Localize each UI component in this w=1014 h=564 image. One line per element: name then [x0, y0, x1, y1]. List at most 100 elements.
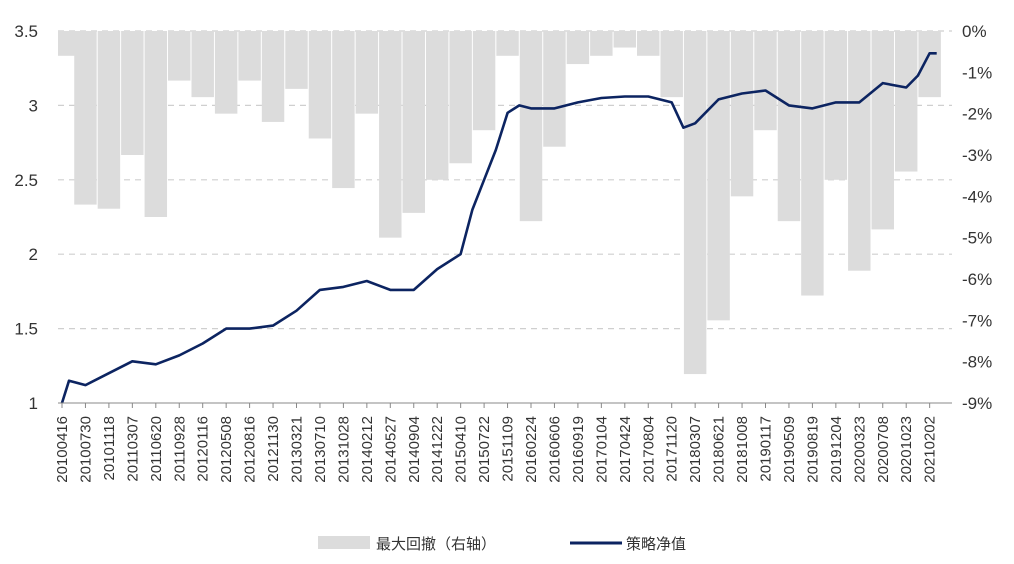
right-tick-label-6: -6% — [962, 270, 992, 289]
x-tick-label-25: 20170804 — [640, 416, 657, 483]
drawdown-bar-22 — [566, 31, 590, 65]
right-tick-label-1: -1% — [962, 63, 992, 82]
drawdown-bar-16 — [425, 31, 449, 180]
drawdown-bar-28 — [707, 31, 730, 321]
right-tick-label-8: -8% — [962, 353, 992, 372]
left-y-axis: 1 1.5 2 2.5 3 3.5 — [14, 22, 38, 413]
drawdown-bar-4 — [144, 31, 168, 217]
left-tick-label-3: 2.5 — [14, 171, 38, 190]
drawdown-bar-9 — [261, 31, 285, 122]
drawdown-bar-8 — [238, 31, 261, 81]
x-tick-label-17: 20150410 — [453, 416, 470, 483]
legend-swatch-drawdown — [318, 536, 370, 549]
right-tick-label-5: -5% — [962, 229, 992, 248]
x-tick-label-9: 20121130 — [265, 416, 282, 482]
x-tick-label-30: 20190117 — [758, 416, 775, 482]
drawdown-bar-19 — [496, 31, 519, 56]
x-tick-label-27: 20180307 — [687, 416, 704, 483]
x-tick-label-14: 20140527 — [382, 416, 399, 483]
x-tick-label-22: 20160919 — [570, 416, 587, 483]
nav-series-line — [60, 52, 937, 404]
drawdown-bar-32 — [801, 31, 824, 296]
left-tick-label-2: 2 — [29, 245, 38, 264]
x-tick-label-23: 20170104 — [593, 416, 610, 483]
x-tick-label-33: 20191204 — [828, 416, 845, 483]
legend-label-nav: 策略净值 — [626, 535, 686, 553]
x-tick-label-24: 20170424 — [617, 416, 634, 483]
left-tick-label-0: 1 — [29, 394, 38, 413]
drawdown-bar-2 — [97, 31, 121, 209]
x-tick-label-0: 20100416 — [54, 416, 71, 483]
drawdown-bar-25 — [637, 31, 660, 56]
left-tick-label-1: 1.5 — [14, 320, 38, 339]
drawdown-bar-37 — [918, 31, 941, 98]
x-tick-label-7: 20120508 — [218, 416, 235, 483]
drawdown-bar-3 — [121, 31, 144, 155]
x-tick-label-13: 20140212 — [359, 416, 376, 483]
x-tick-label-10: 20130321 — [289, 416, 306, 483]
drawdown-bar-6 — [191, 31, 214, 98]
drawdown-bar-14 — [379, 31, 402, 238]
drawdown-bar-10 — [285, 31, 308, 89]
drawdown-bar-21 — [543, 31, 566, 147]
drawdown-bar-30 — [754, 31, 777, 131]
x-tick-label-15: 20140904 — [406, 416, 423, 483]
x-tick-label-28: 20180621 — [711, 416, 728, 483]
legend: 最大回撤（右轴） 策略净值 — [318, 535, 686, 553]
x-tick-label-29: 20181008 — [734, 416, 751, 483]
drawdown-bar-18 — [472, 31, 496, 131]
x-tick-label-11: 20130710 — [312, 416, 329, 483]
drawdown-bar-5 — [168, 31, 191, 81]
drawdown-bar-29 — [730, 31, 754, 197]
x-tick-label-19: 20151109 — [500, 416, 517, 482]
drawdown-bar-33 — [824, 31, 848, 180]
x-tick-label-8: 20120816 — [242, 416, 259, 483]
drawdown-bar-26 — [660, 31, 683, 98]
x-tick-label-4: 20110620 — [148, 416, 165, 482]
drawdown-bar-27 — [683, 31, 707, 375]
right-tick-label-7: -7% — [962, 311, 992, 330]
right-tick-label-3: -3% — [962, 146, 992, 165]
x-tick-label-21: 20160606 — [547, 416, 564, 483]
drawdown-area-layer — [58, 31, 941, 375]
drawdown-bar-20 — [519, 31, 543, 222]
x-tick-label-34: 20200323 — [851, 416, 868, 483]
drawdown-bar-24 — [613, 31, 637, 48]
x-tick-label-1: 20100730 — [78, 416, 95, 483]
left-tick-label-4: 3 — [29, 96, 38, 115]
drawdown-bar-34 — [848, 31, 871, 271]
x-tick-label-2: 20101118 — [101, 416, 118, 481]
right-y-axis: 0% -1% -2% -3% -4% -5% -6% -7% -8% -9% — [962, 22, 992, 413]
x-tick-label-16: 20141222 — [429, 416, 446, 483]
drawdown-bar-13 — [355, 31, 379, 114]
nav-line-layer — [60, 52, 937, 404]
drawdown-bar-7 — [214, 31, 238, 114]
x-tick-label-31: 20190509 — [781, 416, 798, 483]
drawdown-bar-17 — [449, 31, 472, 164]
drawdown-bar-36 — [894, 31, 918, 172]
drawdown-bar-35 — [871, 31, 894, 230]
drawdown-bar-15 — [402, 31, 425, 213]
x-tick-label-35: 20200708 — [875, 416, 892, 483]
x-tick-label-36: 20201023 — [898, 416, 915, 483]
legend-label-drawdown: 最大回撤（右轴） — [376, 535, 496, 553]
x-tick-label-37: 20210202 — [922, 416, 939, 483]
drawdown-bar-12 — [332, 31, 355, 189]
x-tick-label-3: 20110307 — [124, 416, 141, 482]
right-tick-label-9: -9% — [962, 394, 992, 413]
drawdown-bar-11 — [308, 31, 332, 139]
left-tick-label-5: 3.5 — [14, 22, 38, 41]
x-tick-label-5: 20110928 — [171, 416, 188, 482]
x-tick-label-6: 20120116 — [195, 416, 212, 482]
x-tick-label-20: 20160224 — [523, 416, 540, 483]
right-tick-label-0: 0% — [962, 22, 987, 41]
drawdown-bar-31 — [777, 31, 801, 222]
drawdown-bar-23 — [590, 31, 613, 56]
right-tick-label-2: -2% — [962, 105, 992, 124]
x-tick-label-12: 20131028 — [335, 416, 352, 483]
x-tick-label-26: 20171120 — [664, 416, 681, 482]
x-axis: 20100416 20100730 20101118 20110307 20110620… — [54, 402, 952, 483]
right-tick-label-4: -4% — [962, 187, 992, 206]
x-tick-label-32: 20190819 — [804, 416, 821, 483]
